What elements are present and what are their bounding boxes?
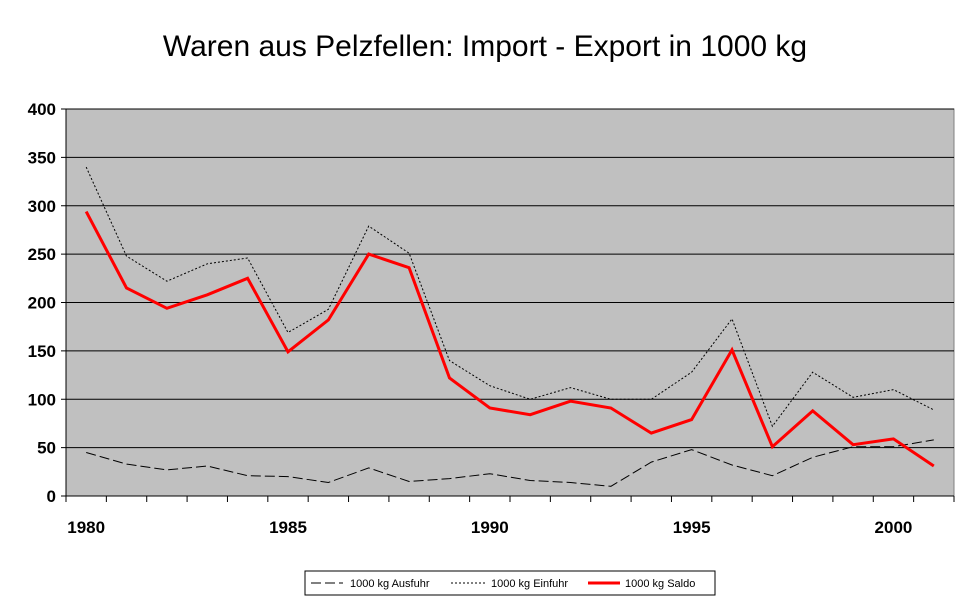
x-tick-label: 1990: [471, 518, 509, 537]
series-line-1000-kg-ausfuhr: [86, 439, 934, 487]
legend-label-saldo: 1000 kg Saldo: [625, 578, 695, 590]
x-tick-label: 1980: [67, 518, 105, 537]
y-axis-tick-labels: 0 50 100 150 200 250 300 350 400: [28, 100, 56, 506]
series-line-1000-kg-einfuhr: [85, 166, 935, 428]
series-line-1000-kg-saldo: [84, 210, 935, 468]
y-tick-label: 200: [28, 294, 56, 313]
y-tick-label: 50: [37, 439, 56, 458]
x-tick-label: 2000: [875, 518, 913, 537]
y-tick-label: 100: [28, 390, 56, 409]
legend: 1000 kg Ausfuhr 1000 kg Einfuhr 1000 kg …: [304, 570, 716, 596]
y-tick-label: 150: [28, 342, 56, 361]
y-tick-label: 250: [28, 245, 56, 264]
chart-title: Waren aus Pelzfellen: Import - Export in…: [163, 30, 807, 63]
gridlines: [61, 108, 954, 497]
series-lines: [84, 166, 935, 487]
y-tick-label: 350: [28, 148, 56, 167]
legend-box: [304, 570, 716, 596]
x-axis-tick-labels: 1980 1985 1990 1995 2000: [67, 518, 912, 537]
y-tick-label: 300: [28, 197, 56, 216]
axes: [65, 109, 955, 502]
y-tick-label: 400: [28, 100, 56, 119]
x-tick-label: 1995: [673, 518, 711, 537]
y-tick-label: 0: [47, 487, 56, 506]
x-tick-label: 1985: [269, 518, 307, 537]
legend-label-ausfuhr: 1000 kg Ausfuhr: [350, 578, 430, 590]
legend-label-einfuhr: 1000 kg Einfuhr: [491, 578, 568, 590]
